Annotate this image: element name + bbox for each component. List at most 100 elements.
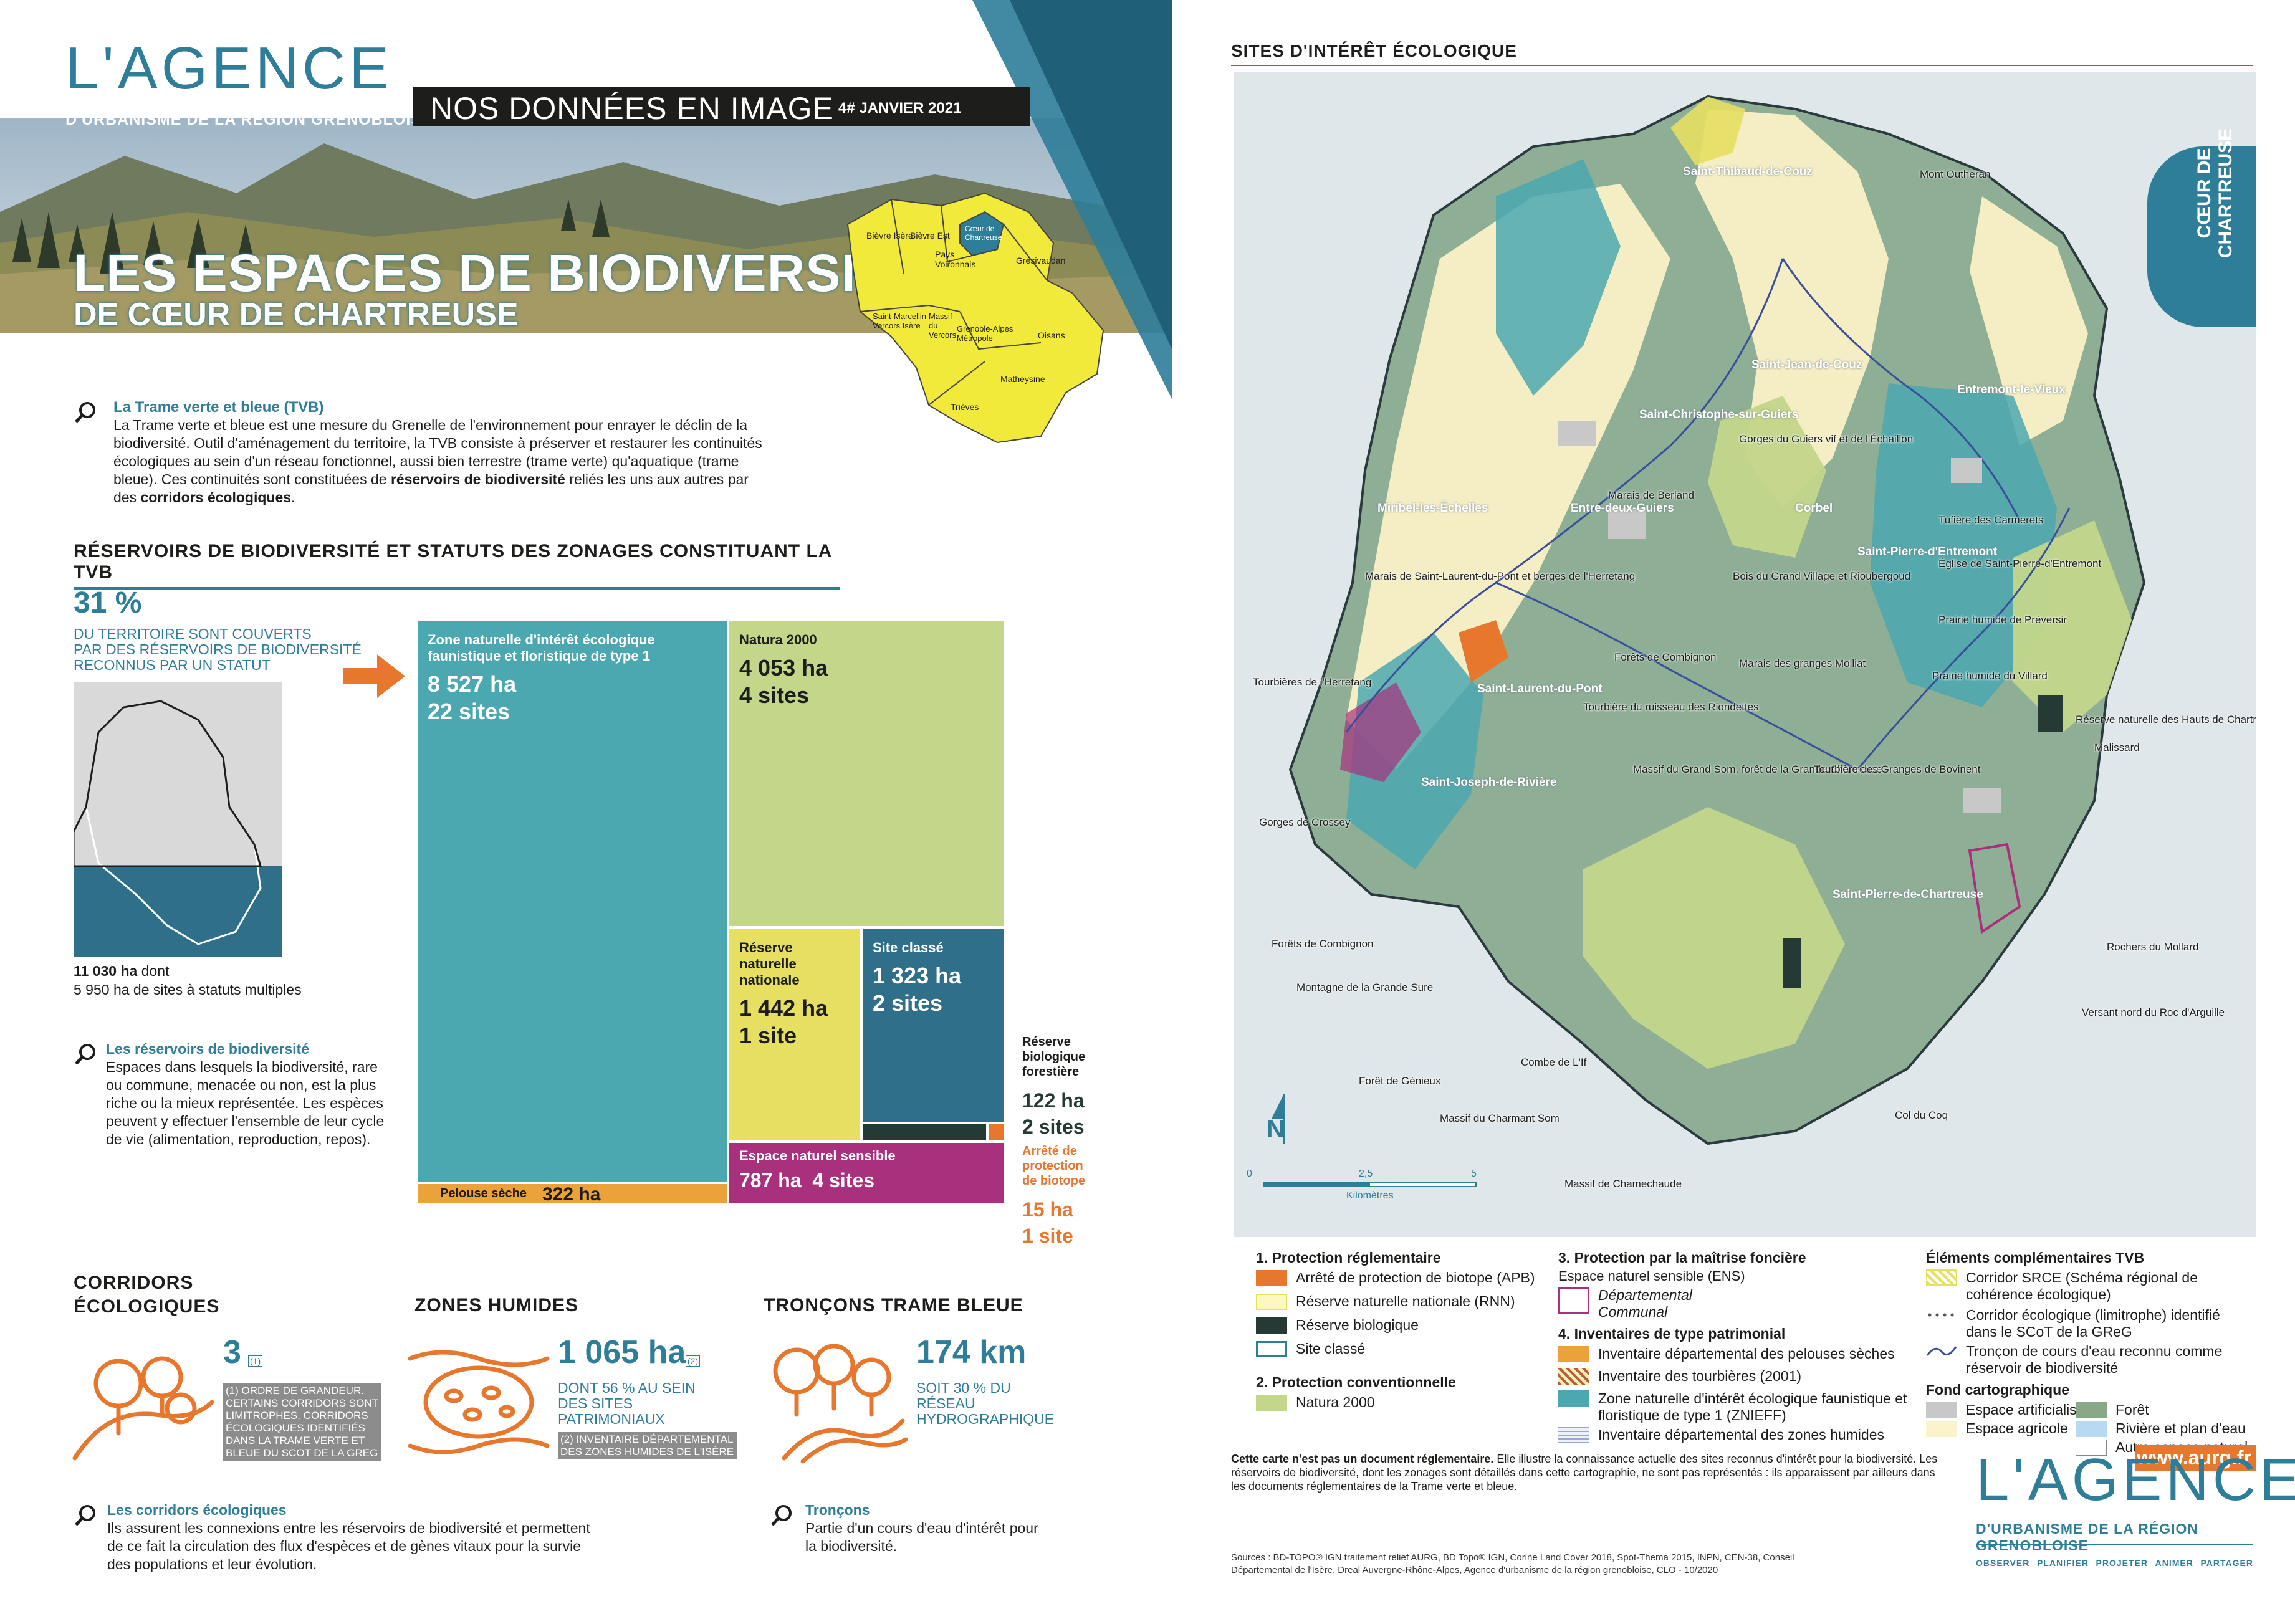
- region-label: Grenoble-Alpes Métropole: [957, 324, 1013, 343]
- site-label: Mont Outheran: [1920, 168, 1991, 180]
- town-label: Saint-Christophe-sur-Guiers: [1639, 408, 1799, 421]
- site-label: Montagne de la Grande Sure: [1296, 982, 1434, 993]
- troncons-def-text: Partie d'un cours d'eau d'intérêt pour l…: [805, 1520, 1038, 1554]
- site-label: Tourbières de l'Herretang: [1253, 676, 1372, 688]
- town-label: Saint-Laurent-du-Pont: [1477, 682, 1603, 695]
- legend-item: Rivière et plan d'eau: [2076, 1420, 2246, 1437]
- corridors-note-ref: (1): [248, 1355, 263, 1367]
- map-legend: 1. Protection réglementaire Arrêté de pr…: [1256, 1249, 2253, 1456]
- svg-text:N: N: [1267, 1115, 1285, 1143]
- page-title: LES ESPACES DE BIODIVERSITÉ: [74, 244, 925, 302]
- legend-item: Inventaire départemental des zones humid…: [1558, 1426, 1884, 1443]
- corridors-def-text: Ils assurent les connexions entre les ré…: [107, 1520, 590, 1572]
- legend-group-title: 3. Protection par la maîtrise foncière: [1558, 1249, 1806, 1266]
- corridor-icon: [72, 1356, 214, 1461]
- sites-map: N 0 2,5 5 Kilomètres Saint-Thibaud-de-Co…: [1234, 72, 2256, 1237]
- zones-humides-title: ZONES HUMIDES: [414, 1295, 579, 1316]
- town-label: Saint-Jean-de-Couz: [1751, 358, 1862, 371]
- site-label: Prairie humide de Préversir: [1938, 614, 2067, 626]
- town-label: Saint-Joseph-de-Rivière: [1421, 776, 1557, 789]
- treemap: Zone naturelle d'intérêt écologique faun…: [418, 621, 1004, 1205]
- region-label: Matheysine: [1000, 374, 1045, 384]
- legend-group-title: Éléments complémentaires TVB: [1926, 1249, 2145, 1266]
- zones-humides-sub: DONT 56 % AU SEIN DES SITES PATRIMONIAUX: [558, 1380, 696, 1427]
- river-icon: [773, 1344, 908, 1464]
- site-label: Réserve naturelle des Hauts de Chartreus…: [2076, 714, 2256, 725]
- coverage-text: DU TERRITOIRE SONT COUVERTS PAR DES RÉSER…: [74, 626, 362, 673]
- site-label: Tourbière du ruisseau des Riondettes: [1583, 701, 1759, 713]
- town-label: Corbel: [1795, 502, 1833, 515]
- legend-item: Zone naturelle d'intérêt écologique faun…: [1558, 1390, 1945, 1424]
- site-label: Prairie humide du Villard: [1932, 670, 2048, 682]
- map-disclaimer: Cette carte n'est pas un document réglem…: [1231, 1453, 1938, 1493]
- territory-outline: [74, 682, 282, 957]
- band-title: NOS DONNÉES EN IMAGE: [430, 91, 834, 126]
- troncons-def-heading: Tronçons: [805, 1502, 870, 1518]
- apb-label: Arrêté de protection de biotope: [1022, 1144, 1086, 1188]
- site-label: Marais des granges Molliat: [1739, 657, 1866, 669]
- corridors-title: CORRIDORS ÉCOLOGIQUES: [74, 1273, 220, 1317]
- site-label: Rochers du Mollard: [2107, 941, 2199, 953]
- troncons-title: TRONÇONS TRAME BLEUE: [764, 1295, 1023, 1316]
- troncons-value: 174 km: [916, 1334, 1027, 1370]
- scale-unit: Kilomètres: [1346, 1190, 1394, 1201]
- legend-item: Réserve naturelle nationale (RNN): [1256, 1293, 1515, 1310]
- site-label: Gorges du Guiers vif et de l'Échaillon: [1739, 433, 1914, 445]
- magnifier-icon: [771, 1505, 792, 1526]
- region-label: Grésivaudan: [1016, 256, 1066, 265]
- treemap-znieff: Zone naturelle d'intérêt écologique faun…: [418, 621, 727, 1182]
- treemap-rnn: Réserve naturelle nationale 1 442 ha 1 sit…: [729, 929, 860, 1140]
- zones-note-ref: (2): [686, 1355, 701, 1367]
- region-locator-map: Bièvre Isère Bièvre Est Pays Voironnais …: [835, 187, 1128, 449]
- scale-tick: 5: [1471, 1168, 1477, 1179]
- town-label: Saint-Thibaud-de-Couz: [1683, 165, 1813, 178]
- legend-item: Départemental Communal: [1558, 1287, 1692, 1321]
- treemap-reserve-bio: [863, 1124, 986, 1140]
- intro-heading: La Trame verte et bleue (TVB): [113, 399, 324, 416]
- site-label: Forêts de Combignon: [1614, 651, 1717, 663]
- treemap-apb: [989, 1124, 1004, 1140]
- site-label: Forêts de Combignon: [1272, 938, 1374, 950]
- legend-group-title: Fond cartographique: [1926, 1382, 2069, 1398]
- legend-item: Arrêté de protection de biotope (APB): [1256, 1269, 1535, 1286]
- footer-divider: [1976, 1544, 2253, 1545]
- scale-tick: 2,5: [1359, 1168, 1373, 1179]
- site-label: Forêt de Génieux: [1359, 1075, 1441, 1087]
- legend-subtitle: Espace naturel sensible (ENS): [1558, 1268, 1745, 1284]
- site-label: Combe de L'If: [1521, 1056, 1587, 1068]
- scale-tick: 0: [1247, 1168, 1252, 1179]
- coverage-percent: 31 %: [74, 586, 142, 619]
- agency-logo-subtitle: D'URBANISME DE LA RÉGION GRENOBLOISE: [65, 111, 433, 128]
- site-label: Église de Saint-Pierre-d'Entremont: [1938, 558, 2102, 570]
- legend-item: Tronçon de cours d'eau reconnu comme rés…: [1926, 1343, 2238, 1377]
- site-label: Bois du Grand Village et Rioubergoud: [1733, 570, 1911, 582]
- zones-note: (2) INVENTAIRE DÉPARTEMENTAL DES ZONES H…: [558, 1432, 737, 1459]
- legend-item: Réserve biologique: [1256, 1317, 1419, 1334]
- region-label: Massif du Vercors: [929, 312, 957, 340]
- site-label: Massif de Chamechaude: [1564, 1178, 1682, 1190]
- wetland-icon: [408, 1350, 550, 1454]
- arrow-icon: [343, 654, 405, 698]
- town-label: Miribel-les-Échelles: [1377, 502, 1488, 515]
- site-label: Gorges de Crossey: [1259, 816, 1351, 828]
- region-label: Pays Voironnais: [935, 249, 976, 269]
- site-label: Versant nord du Roc d'Arguille: [2082, 1006, 2225, 1018]
- town-label: Saint-Pierre-d'Entremont: [1857, 545, 1998, 558]
- region-label: Saint-Marcellin Vercors Isère: [873, 312, 926, 330]
- legend-group-title: 4. Inventaires de type patrimonial: [1558, 1325, 1786, 1342]
- region-label: Oisans: [1038, 330, 1065, 340]
- town-label: Saint-Pierre-de-Chartreuse: [1833, 888, 1983, 901]
- territory-tab: [2147, 146, 2256, 327]
- legend-item: Corridor SRCE (Schéma régional de cohére…: [1926, 1269, 2238, 1303]
- page-subtitle: DE CŒUR DE CHARTREUSE: [74, 297, 519, 333]
- treemap-site-classe: Site classé 1 323 ha 2 sites: [863, 929, 1004, 1122]
- legend-item: Site classé: [1256, 1340, 1365, 1357]
- reserve-bio-label: Réserve biologique forestière: [1022, 1035, 1086, 1079]
- treemap-pelouse: Pelouse sèche 322 ha: [418, 1184, 727, 1205]
- site-label: Marais de Saint-Laurent-du-Pont et berge…: [1365, 570, 1636, 582]
- legend-item: Espace artificialisé: [1926, 1402, 2084, 1418]
- corridors-value: 3: [223, 1334, 241, 1370]
- site-label: Tourbière des Granges de Bovinent: [1814, 763, 1981, 775]
- website-link[interactable]: www.aurg.fr: [2135, 1445, 2256, 1471]
- footer-logo-subtitle: D'URBANISME DE LA RÉGION GRENOBLOISE: [1976, 1521, 2199, 1554]
